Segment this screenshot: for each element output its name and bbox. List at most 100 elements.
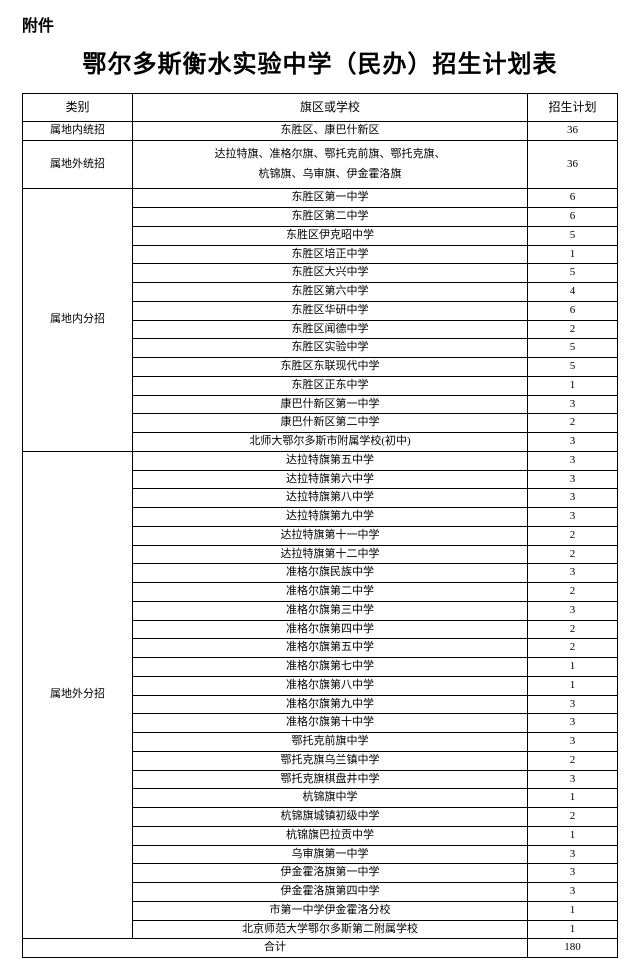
cell-district: 准格尔旗第四中学 bbox=[133, 620, 528, 639]
table-row: 属地内统招东胜区、康巴什新区36 bbox=[23, 122, 618, 141]
cell-district: 东胜区、康巴什新区 bbox=[133, 122, 528, 141]
cell-district: 东胜区闻德中学 bbox=[133, 320, 528, 339]
cell-plan: 1 bbox=[528, 920, 618, 939]
cell-plan: 3 bbox=[528, 433, 618, 452]
cell-plan: 36 bbox=[528, 122, 618, 141]
cell-plan: 3 bbox=[528, 883, 618, 902]
cell-district: 准格尔旗第九中学 bbox=[133, 695, 528, 714]
cell-district: 准格尔旗第二中学 bbox=[133, 583, 528, 602]
cell-plan: 3 bbox=[528, 395, 618, 414]
cell-plan: 1 bbox=[528, 826, 618, 845]
cell-district: 东胜区第六中学 bbox=[133, 283, 528, 302]
cell-plan: 6 bbox=[528, 208, 618, 227]
enrollment-table: 类别 旗区或学校 招生计划 属地内统招东胜区、康巴什新区36属地外统招达拉特旗、… bbox=[22, 93, 618, 958]
cell-plan: 2 bbox=[528, 620, 618, 639]
cell-category: 属地内统招 bbox=[23, 122, 133, 141]
cell-district: 北京师范大学鄂尔多斯第二附属学校 bbox=[133, 920, 528, 939]
cell-district: 达拉特旗、准格尔旗、鄂托克前旗、鄂托克旗、杭锦旗、乌审旗、伊金霍洛旗 bbox=[133, 140, 528, 189]
cell-plan: 3 bbox=[528, 451, 618, 470]
cell-plan: 2 bbox=[528, 751, 618, 770]
cell-plan: 2 bbox=[528, 414, 618, 433]
cell-district: 鄂托克前旗中学 bbox=[133, 733, 528, 752]
cell-district: 东胜区正东中学 bbox=[133, 376, 528, 395]
cell-district: 杭锦旗巴拉贡中学 bbox=[133, 826, 528, 845]
cell-plan: 3 bbox=[528, 489, 618, 508]
cell-plan: 2 bbox=[528, 320, 618, 339]
cell-district: 准格尔旗第八中学 bbox=[133, 676, 528, 695]
cell-district: 鄂托克旗乌兰镇中学 bbox=[133, 751, 528, 770]
cell-district: 达拉特旗第八中学 bbox=[133, 489, 528, 508]
cell-district: 东胜区大兴中学 bbox=[133, 264, 528, 283]
cell-plan: 5 bbox=[528, 339, 618, 358]
cell-plan: 1 bbox=[528, 676, 618, 695]
cell-plan: 5 bbox=[528, 226, 618, 245]
cell-plan: 3 bbox=[528, 564, 618, 583]
cell-plan: 6 bbox=[528, 301, 618, 320]
cell-plan: 1 bbox=[528, 376, 618, 395]
cell-district: 市第一中学伊金霍洛分校 bbox=[133, 901, 528, 920]
cell-plan: 3 bbox=[528, 733, 618, 752]
cell-total-label: 合计 bbox=[23, 939, 528, 958]
cell-plan: 1 bbox=[528, 658, 618, 677]
cell-district: 达拉特旗第五中学 bbox=[133, 451, 528, 470]
cell-district: 东胜区东联现代中学 bbox=[133, 358, 528, 377]
cell-district: 达拉特旗第九中学 bbox=[133, 508, 528, 527]
cell-plan: 3 bbox=[528, 601, 618, 620]
header-district: 旗区或学校 bbox=[133, 94, 528, 122]
cell-district: 东胜区培正中学 bbox=[133, 245, 528, 264]
cell-plan: 5 bbox=[528, 264, 618, 283]
attachment-label: 附件 bbox=[22, 12, 618, 36]
table-row: 属地内分招东胜区第一中学6 bbox=[23, 189, 618, 208]
cell-plan: 3 bbox=[528, 714, 618, 733]
cell-plan: 1 bbox=[528, 789, 618, 808]
cell-district: 准格尔旗民族中学 bbox=[133, 564, 528, 583]
cell-district: 达拉特旗第十一中学 bbox=[133, 526, 528, 545]
cell-plan: 3 bbox=[528, 470, 618, 489]
table-row: 属地外分招达拉特旗第五中学3 bbox=[23, 451, 618, 470]
cell-plan: 3 bbox=[528, 845, 618, 864]
cell-plan: 2 bbox=[528, 808, 618, 827]
cell-district: 东胜区实验中学 bbox=[133, 339, 528, 358]
cell-district: 达拉特旗第十二中学 bbox=[133, 545, 528, 564]
cell-plan: 6 bbox=[528, 189, 618, 208]
cell-plan: 5 bbox=[528, 358, 618, 377]
cell-plan: 3 bbox=[528, 770, 618, 789]
cell-plan: 2 bbox=[528, 639, 618, 658]
cell-plan: 3 bbox=[528, 695, 618, 714]
table-total-row: 合计180 bbox=[23, 939, 618, 958]
header-plan: 招生计划 bbox=[528, 94, 618, 122]
cell-district: 东胜区华研中学 bbox=[133, 301, 528, 320]
cell-district: 达拉特旗第六中学 bbox=[133, 470, 528, 489]
cell-district: 准格尔旗第三中学 bbox=[133, 601, 528, 620]
cell-district: 杭锦旗中学 bbox=[133, 789, 528, 808]
cell-category: 属地外统招 bbox=[23, 140, 133, 189]
page-title: 鄂尔多斯衡水实验中学（民办）招生计划表 bbox=[22, 44, 618, 79]
cell-district: 东胜区伊克昭中学 bbox=[133, 226, 528, 245]
cell-plan: 2 bbox=[528, 545, 618, 564]
cell-district: 北师大鄂尔多斯市附属学校(初中) bbox=[133, 433, 528, 452]
cell-district: 伊金霍洛旗第四中学 bbox=[133, 883, 528, 902]
cell-plan: 36 bbox=[528, 140, 618, 189]
header-category: 类别 bbox=[23, 94, 133, 122]
cell-district: 康巴什新区第一中学 bbox=[133, 395, 528, 414]
table-header-row: 类别 旗区或学校 招生计划 bbox=[23, 94, 618, 122]
cell-plan: 2 bbox=[528, 526, 618, 545]
cell-district: 康巴什新区第二中学 bbox=[133, 414, 528, 433]
cell-plan: 4 bbox=[528, 283, 618, 302]
cell-total-plan: 180 bbox=[528, 939, 618, 958]
cell-district: 准格尔旗第十中学 bbox=[133, 714, 528, 733]
cell-plan: 3 bbox=[528, 508, 618, 527]
cell-district: 乌审旗第一中学 bbox=[133, 845, 528, 864]
cell-plan: 1 bbox=[528, 245, 618, 264]
cell-district: 东胜区第一中学 bbox=[133, 189, 528, 208]
cell-district: 杭锦旗城镇初级中学 bbox=[133, 808, 528, 827]
table-row: 属地外统招达拉特旗、准格尔旗、鄂托克前旗、鄂托克旗、杭锦旗、乌审旗、伊金霍洛旗3… bbox=[23, 140, 618, 189]
cell-plan: 2 bbox=[528, 583, 618, 602]
cell-district: 鄂托克旗棋盘井中学 bbox=[133, 770, 528, 789]
cell-district: 准格尔旗第五中学 bbox=[133, 639, 528, 658]
cell-category: 属地外分招 bbox=[23, 451, 133, 939]
cell-category: 属地内分招 bbox=[23, 189, 133, 452]
cell-plan: 1 bbox=[528, 901, 618, 920]
cell-district: 准格尔旗第七中学 bbox=[133, 658, 528, 677]
cell-district: 东胜区第二中学 bbox=[133, 208, 528, 227]
